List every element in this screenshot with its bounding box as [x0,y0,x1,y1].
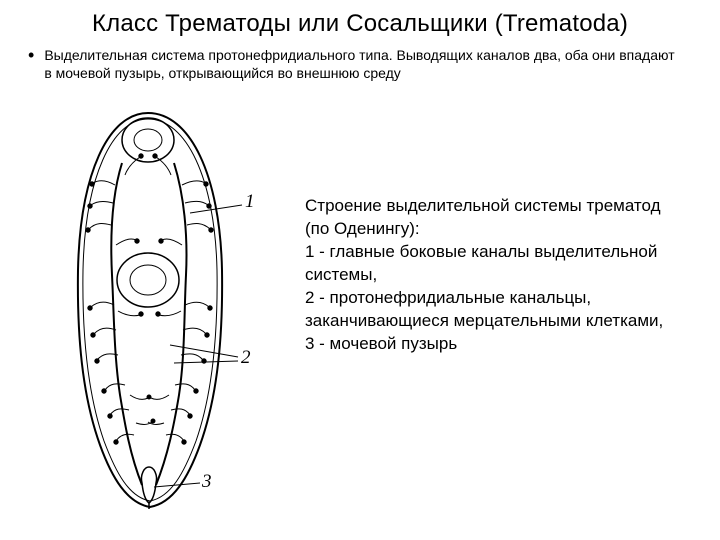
diagram-label-2: 2 [241,347,251,369]
legend-item-3: 3 - мочевой пузырь [305,333,665,356]
bullet-marker: • [28,46,34,65]
trematode-diagram: 1 2 3 [70,105,270,515]
legend-heading: Строение выделительной системы трематод … [305,195,665,241]
bullet-text: Выделительная система протонефридиальног… [44,46,680,82]
legend-item-2: 2 - протонефридиальные канальцы, заканчи… [305,287,665,333]
diagram-label-3: 3 [202,471,212,493]
diagram-label-1: 1 [245,191,255,213]
legend-item-1: 1 - главные боковые каналы выделительной… [305,241,665,287]
legend-block: Строение выделительной системы трематод … [305,195,665,356]
bullet-paragraph: • Выделительная система протонефридиальн… [0,46,720,82]
page-title: Класс Трематоды или Сосальщики (Trematod… [0,0,720,46]
